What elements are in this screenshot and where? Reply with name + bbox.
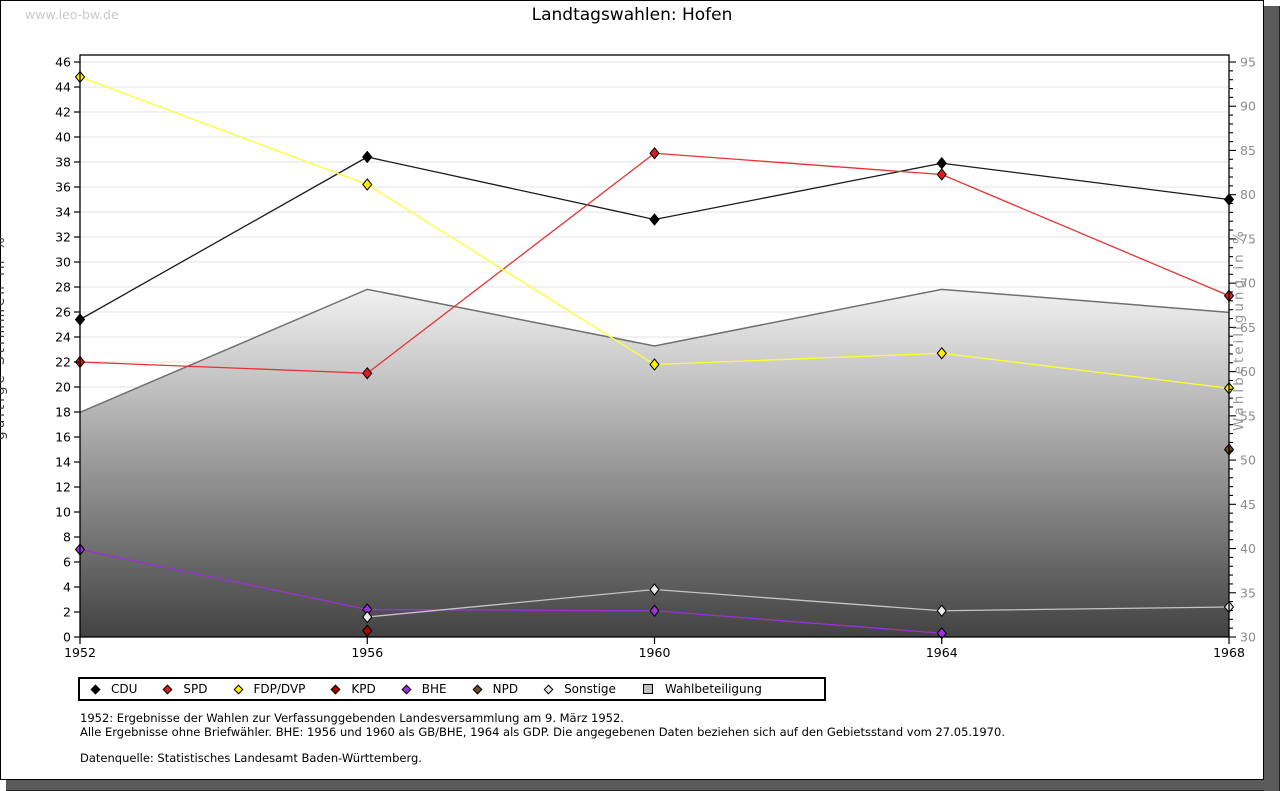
point-spd-1964 — [936, 168, 947, 181]
left-tick-label: 2 — [63, 605, 71, 620]
left-tick-label: 26 — [55, 305, 71, 320]
legend-diamond-icon — [472, 684, 483, 694]
right-tick-label: 80 — [1240, 187, 1256, 202]
point-spd-1956 — [362, 366, 373, 380]
legend-item-bhe: BHE — [401, 682, 447, 696]
left-tick-label: 38 — [55, 155, 71, 170]
left-tick-label: 20 — [55, 380, 71, 395]
left-tick-label: 28 — [55, 280, 71, 295]
chart-title: Landtagswahlen: Hofen — [531, 5, 733, 25]
point-fdp-dvp-1964 — [936, 346, 947, 360]
right-tick-label: 60 — [1240, 364, 1256, 379]
legend-label: CDU — [111, 682, 138, 696]
series-markers — [74, 70, 1235, 640]
series-line-cdu — [79, 156, 1230, 321]
legend-square-icon — [642, 684, 653, 694]
legend-diamond-icon — [90, 684, 101, 694]
point-fdp-dvp-1956 — [362, 178, 373, 191]
x-tick-label-1968: 1968 — [1213, 645, 1245, 660]
right-tick-label: 30 — [1240, 630, 1256, 645]
point-sonstige-1956 — [362, 610, 373, 624]
point-kpd-1956 — [362, 624, 373, 638]
legend-item-npd: NPD — [472, 682, 519, 696]
point-sonstige-1964 — [936, 604, 947, 618]
legend-label: FDP/DVP — [253, 682, 306, 696]
x-tick-label-1960: 1960 — [639, 645, 671, 660]
right-tick-label: 65 — [1240, 320, 1256, 335]
footnote-method: Alle Ergebnisse ohne Briefwähler. BHE: 1… — [80, 725, 1005, 739]
legend-item-sonstige: Sonstige — [543, 682, 616, 696]
left-tick-label: 32 — [55, 230, 71, 245]
left-tick-label: 40 — [55, 130, 71, 145]
right-axis-label: Wahlbeteiligung in % — [1231, 228, 1247, 431]
left-tick-label: 42 — [55, 105, 71, 120]
legend-item-cdu: CDU — [90, 682, 138, 696]
x-tick-label-1952: 1952 — [64, 645, 96, 660]
legend-diamond-icon — [162, 684, 173, 694]
legend-diamond-icon — [330, 684, 341, 694]
right-tick-label: 90 — [1240, 99, 1256, 114]
point-cdu-1956 — [362, 150, 373, 164]
legend-item-wahlbeteiligung: Wahlbeteiligung — [642, 682, 762, 696]
point-cdu-1960 — [649, 213, 660, 226]
left-tick-label: 46 — [55, 55, 71, 70]
legend-diamond-icon — [401, 684, 412, 694]
legend-label: NPD — [492, 682, 519, 696]
left-tick-label: 30 — [55, 255, 71, 270]
x-tick-label-1964: 1964 — [926, 645, 958, 660]
right-tick-label: 70 — [1240, 276, 1256, 291]
legend-item-spd: SPD — [162, 682, 208, 696]
legend-item-kpd: KPD — [330, 682, 376, 696]
right-tick-label: 40 — [1240, 541, 1256, 556]
point-fdp-dvp-1960 — [649, 358, 660, 371]
series-line-sonstige — [367, 588, 1230, 618]
legend: CDU SPD FDP/DVP KPD BHE NPD Sonstige Wahlbeteil… — [78, 677, 826, 701]
left-tick-label: 22 — [55, 355, 71, 370]
right-tick-label: 35 — [1240, 585, 1256, 600]
point-bhe-1960 — [649, 604, 660, 618]
legend-label: SPD — [183, 682, 208, 696]
left-tick-label: 24 — [55, 330, 71, 345]
right-tick-label: 50 — [1240, 453, 1256, 468]
point-sonstige-1960 — [649, 583, 660, 596]
right-tick-label: 75 — [1240, 231, 1256, 246]
left-tick-label: 44 — [55, 80, 71, 95]
right-tick-label: 45 — [1240, 497, 1256, 512]
left-tick-label: 12 — [55, 480, 71, 495]
left-tick-label: 4 — [63, 580, 71, 595]
legend-label: KPD — [351, 682, 376, 696]
left-tick-label: 18 — [55, 405, 71, 420]
left-tick-label: 8 — [63, 530, 71, 545]
left-tick-label: 36 — [55, 180, 71, 195]
series-line-bhe — [79, 548, 942, 634]
legend-diamond-icon — [233, 684, 243, 694]
legend-label: BHE — [421, 682, 447, 696]
right-tick-label: 85 — [1240, 143, 1256, 158]
legend-label: Wahlbeteiligung — [664, 682, 762, 696]
axes: 0246810121416182022242628303234363840424… — [55, 55, 1256, 661]
left-tick-label: 10 — [55, 505, 71, 520]
legend-item-fdp-dvp: FDP/DVP — [233, 682, 306, 696]
footnote-source: Datenquelle: Statistisches Landesamt Bad… — [80, 751, 422, 765]
watermark: www.leo-bw.de — [25, 7, 119, 22]
left-tick-label: 6 — [63, 555, 71, 570]
right-tick-label: 55 — [1240, 408, 1256, 423]
left-tick-label: 16 — [55, 430, 71, 445]
legend-label: Sonstige — [564, 682, 616, 696]
point-spd-1960 — [649, 146, 660, 160]
left-tick-label: 0 — [63, 630, 71, 645]
legend-diamond-icon — [543, 684, 554, 694]
footnote-1952: 1952: Ergebnisse der Wahlen zur Verfassu… — [80, 711, 624, 725]
left-axis-label: gültige Stimmen in % — [0, 234, 8, 440]
point-cdu-1964 — [936, 156, 947, 170]
left-tick-label: 14 — [55, 455, 71, 470]
right-tick-label: 95 — [1240, 55, 1256, 70]
x-tick-label-1956: 1956 — [351, 645, 383, 660]
left-tick-label: 34 — [55, 205, 71, 220]
